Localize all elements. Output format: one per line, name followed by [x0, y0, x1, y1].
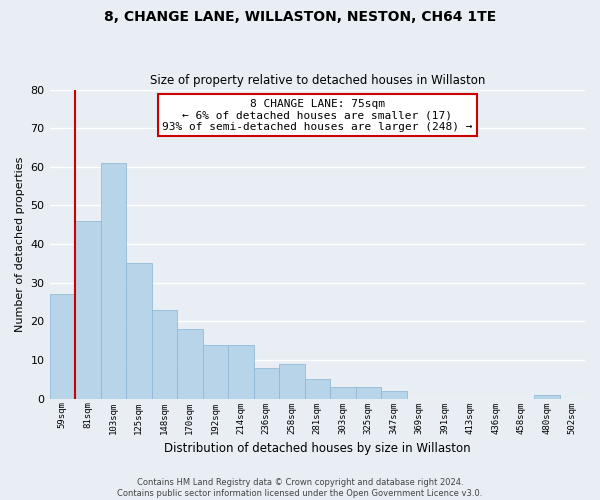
- Bar: [228, 344, 254, 399]
- Bar: [330, 387, 356, 398]
- Text: 8 CHANGE LANE: 75sqm
← 6% of detached houses are smaller (17)
93% of semi-detach: 8 CHANGE LANE: 75sqm ← 6% of detached ho…: [162, 99, 473, 132]
- Bar: [534, 395, 560, 398]
- Bar: [177, 329, 203, 398]
- Y-axis label: Number of detached properties: Number of detached properties: [15, 156, 25, 332]
- X-axis label: Distribution of detached houses by size in Willaston: Distribution of detached houses by size …: [164, 442, 470, 455]
- Bar: [305, 380, 330, 398]
- Bar: [203, 344, 228, 399]
- Title: Size of property relative to detached houses in Willaston: Size of property relative to detached ho…: [149, 74, 485, 87]
- Bar: [50, 294, 75, 399]
- Bar: [279, 364, 305, 398]
- Bar: [126, 264, 152, 398]
- Bar: [381, 391, 407, 398]
- Bar: [356, 387, 381, 398]
- Bar: [152, 310, 177, 398]
- Bar: [101, 163, 126, 398]
- Text: 8, CHANGE LANE, WILLASTON, NESTON, CH64 1TE: 8, CHANGE LANE, WILLASTON, NESTON, CH64 …: [104, 10, 496, 24]
- Text: Contains HM Land Registry data © Crown copyright and database right 2024.
Contai: Contains HM Land Registry data © Crown c…: [118, 478, 482, 498]
- Bar: [75, 221, 101, 398]
- Bar: [254, 368, 279, 398]
